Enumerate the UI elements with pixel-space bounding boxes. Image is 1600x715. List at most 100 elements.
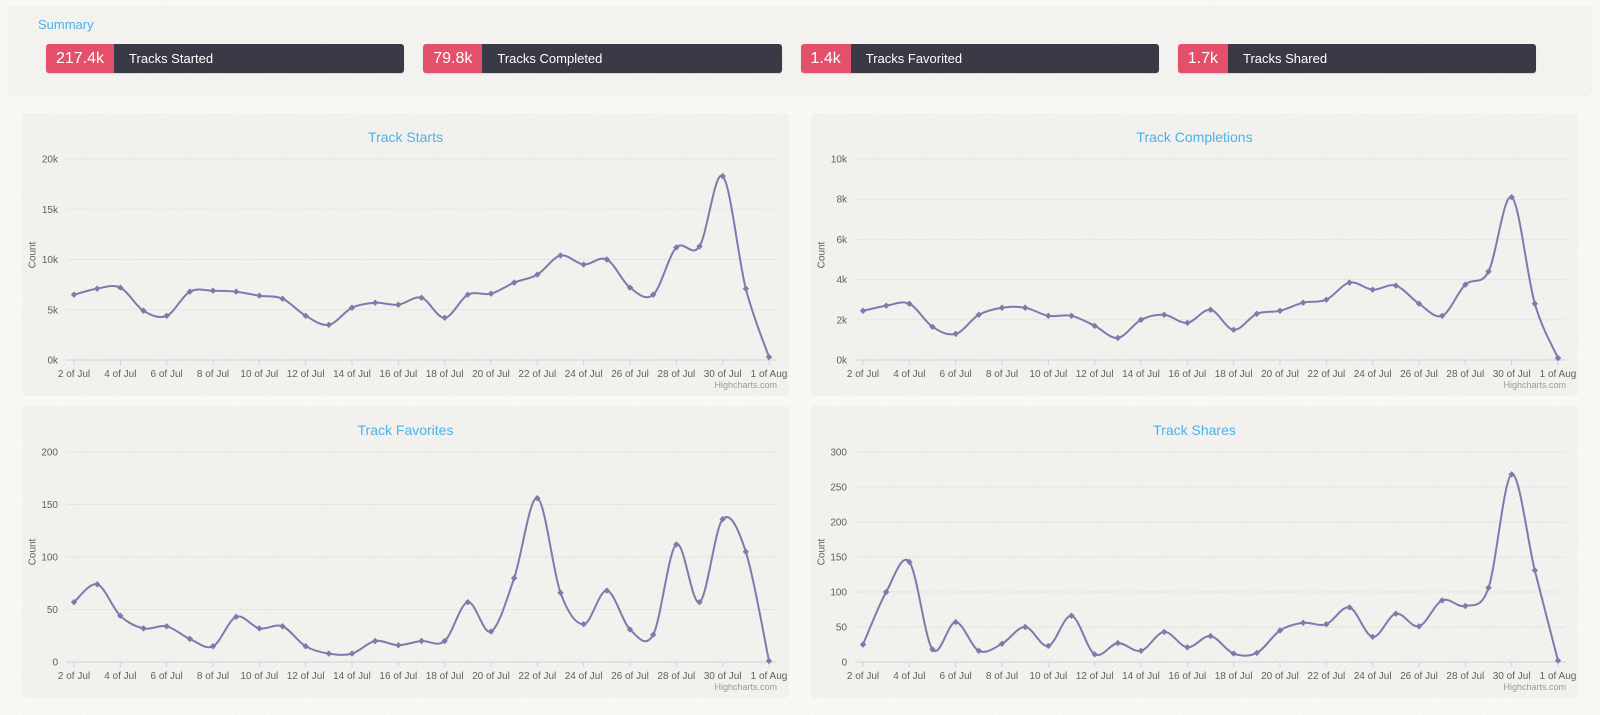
data-point-marker[interactable] xyxy=(209,287,217,294)
data-point-marker[interactable] xyxy=(696,598,703,606)
data-point-marker[interactable] xyxy=(464,291,472,298)
data-point-marker[interactable] xyxy=(371,299,379,306)
data-point-marker[interactable] xyxy=(186,635,194,643)
data-point-marker[interactable] xyxy=(302,643,309,650)
data-point-marker[interactable] xyxy=(1462,602,1469,610)
data-point-marker[interactable] xyxy=(626,284,634,291)
data-point-marker[interactable] xyxy=(1068,312,1075,319)
data-point-marker[interactable] xyxy=(1299,619,1307,626)
data-point-marker[interactable] xyxy=(441,637,448,645)
data-point-marker[interactable] xyxy=(1276,307,1284,314)
data-point-marker[interactable] xyxy=(1531,300,1539,307)
data-point-marker[interactable] xyxy=(696,243,703,250)
data-point-marker[interactable] xyxy=(952,330,959,338)
data-point-marker[interactable] xyxy=(256,292,263,299)
data-point-marker[interactable] xyxy=(348,304,356,311)
data-point-marker[interactable] xyxy=(1230,326,1237,334)
highcharts-credits-link[interactable]: Highcharts.com xyxy=(1503,380,1566,390)
data-point-marker[interactable] xyxy=(418,637,425,645)
data-point-marker[interactable] xyxy=(1184,319,1191,327)
y-axis-label: 6k xyxy=(836,235,848,246)
data-point-marker[interactable] xyxy=(395,301,402,308)
data-point-marker[interactable] xyxy=(1415,300,1423,307)
data-point-marker[interactable] xyxy=(395,642,402,649)
data-point-marker[interactable] xyxy=(1137,647,1145,654)
data-point-marker[interactable] xyxy=(673,244,680,251)
data-point-marker[interactable] xyxy=(325,321,333,329)
data-point-marker[interactable] xyxy=(1392,282,1400,289)
data-point-marker[interactable] xyxy=(534,271,541,278)
data-point-marker[interactable] xyxy=(649,291,657,298)
data-point-marker[interactable] xyxy=(1276,627,1284,634)
data-point-marker[interactable] xyxy=(1323,296,1330,303)
data-point-marker[interactable] xyxy=(1485,268,1492,275)
data-point-marker[interactable] xyxy=(117,284,124,291)
data-point-marker[interactable] xyxy=(929,323,936,331)
data-point-marker[interactable] xyxy=(1346,604,1353,611)
data-point-marker[interactable] xyxy=(557,252,564,259)
data-point-marker[interactable] xyxy=(998,640,1006,647)
data-point-marker[interactable] xyxy=(1462,281,1469,288)
data-point-marker[interactable] xyxy=(859,307,867,314)
data-point-marker[interactable] xyxy=(1184,644,1191,651)
data-point-marker[interactable] xyxy=(1508,471,1515,478)
data-point-marker[interactable] xyxy=(603,256,611,263)
highcharts-credits-link[interactable]: Highcharts.com xyxy=(714,380,777,390)
data-point-marker[interactable] xyxy=(1438,597,1446,604)
data-point-marker[interactable] xyxy=(882,302,890,309)
data-point-marker[interactable] xyxy=(1531,567,1539,574)
data-point-marker[interactable] xyxy=(441,314,448,321)
data-point-marker[interactable] xyxy=(859,641,867,648)
data-point-marker[interactable] xyxy=(1114,334,1122,342)
data-point-marker[interactable] xyxy=(1554,354,1562,362)
data-point-marker[interactable] xyxy=(882,588,890,596)
data-point-marker[interactable] xyxy=(534,495,541,502)
data-point-marker[interactable] xyxy=(279,295,286,302)
data-point-marker[interactable] xyxy=(1508,193,1515,201)
data-point-marker[interactable] xyxy=(719,172,726,180)
data-point-marker[interactable] xyxy=(163,623,170,630)
data-point-marker[interactable] xyxy=(765,353,773,361)
data-point-marker[interactable] xyxy=(742,548,750,555)
data-point-marker[interactable] xyxy=(557,589,564,596)
data-point-marker[interactable] xyxy=(510,279,518,286)
highcharts-credits-link[interactable]: Highcharts.com xyxy=(1503,682,1566,692)
data-point-marker[interactable] xyxy=(1207,632,1214,640)
data-point-marker[interactable] xyxy=(348,650,356,657)
data-point-marker[interactable] xyxy=(70,291,78,298)
data-point-marker[interactable] xyxy=(998,304,1006,311)
data-point-marker[interactable] xyxy=(256,625,263,632)
data-point-marker[interactable] xyxy=(765,657,773,665)
data-point-marker[interactable] xyxy=(418,294,425,301)
data-point-marker[interactable] xyxy=(371,637,379,645)
data-point-marker[interactable] xyxy=(1485,584,1492,591)
data-point-marker[interactable] xyxy=(209,643,217,650)
data-point-marker[interactable] xyxy=(325,650,333,657)
data-point-marker[interactable] xyxy=(1160,628,1168,636)
summary-section-heading[interactable]: Summary xyxy=(38,17,94,32)
data-point-marker[interactable] xyxy=(232,288,240,295)
data-point-marker[interactable] xyxy=(1137,316,1145,323)
data-point-marker[interactable] xyxy=(1160,311,1168,318)
data-point-marker[interactable] xyxy=(580,261,587,268)
data-point-marker[interactable] xyxy=(140,625,147,632)
data-point-marker[interactable] xyxy=(93,285,101,292)
data-point-marker[interactable] xyxy=(510,574,518,582)
data-point-marker[interactable] xyxy=(1369,286,1376,293)
data-point-marker[interactable] xyxy=(1021,623,1029,631)
data-point-marker[interactable] xyxy=(929,646,936,653)
data-point-marker[interactable] xyxy=(1369,633,1376,640)
data-point-marker[interactable] xyxy=(1438,312,1446,319)
highcharts-credits-link[interactable]: Highcharts.com xyxy=(714,682,777,692)
data-point-marker[interactable] xyxy=(1045,312,1052,319)
data-point-marker[interactable] xyxy=(1346,279,1353,286)
data-point-marker[interactable] xyxy=(1114,639,1122,647)
data-point-marker[interactable] xyxy=(1207,306,1214,313)
data-point-marker[interactable] xyxy=(1021,304,1029,311)
data-point-marker[interactable] xyxy=(742,285,750,292)
data-point-marker[interactable] xyxy=(487,290,495,297)
data-point-marker[interactable] xyxy=(1323,621,1330,628)
data-point-marker[interactable] xyxy=(1392,610,1400,617)
data-point-marker[interactable] xyxy=(1554,657,1562,664)
data-point-marker[interactable] xyxy=(1299,299,1307,306)
